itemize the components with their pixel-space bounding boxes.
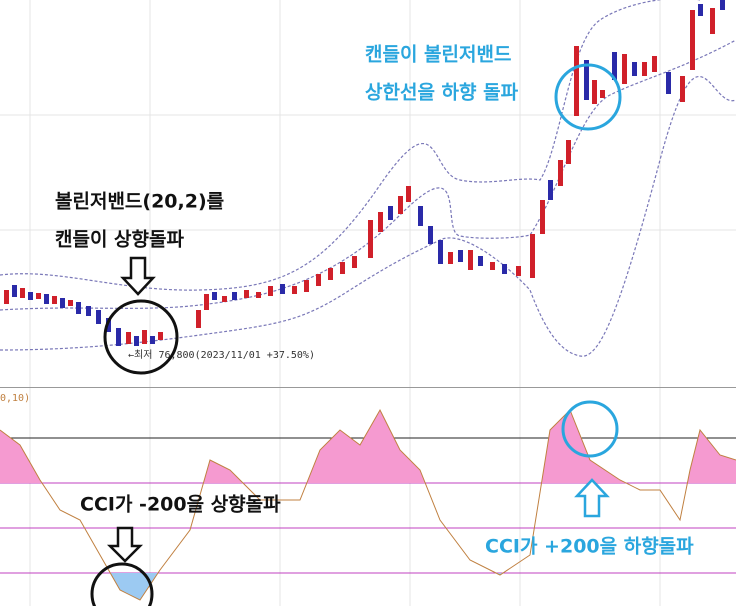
annotation: 캔들이 상향돌파 [55,229,184,251]
low-price-label: ←최저 76,800(2023/11/01 +37.50%) [128,349,315,361]
annotation-shapes [90,63,622,606]
bollinger-bands [0,0,736,357]
annotation: 볼린저밴드(20,2)를 [55,191,224,213]
annotation: 캔들이 볼린저밴드 [365,44,511,66]
cci [0,408,736,601]
annotation: CCI가 -200을 상향돌파 [80,494,281,516]
annotation: 상한선을 하향 돌파 [365,82,519,104]
annotation: CCI가 +200을 하향돌파 [485,536,694,558]
indicator-label: 0,10) [0,393,30,404]
